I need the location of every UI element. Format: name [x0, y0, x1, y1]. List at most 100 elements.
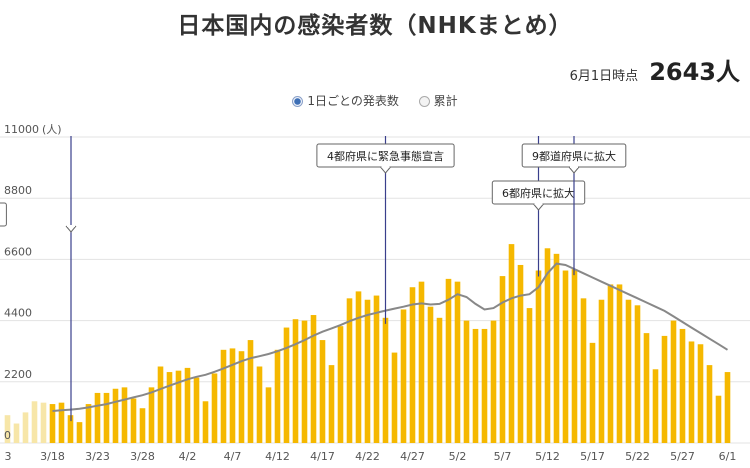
bar [670, 320, 677, 443]
bar [58, 402, 65, 443]
bar [607, 284, 614, 443]
bar [148, 387, 155, 443]
bar [103, 392, 110, 443]
view-toggle: 1日ごとの発表数 累計 [0, 92, 750, 109]
y-tick-label: 11000 [4, 123, 39, 136]
bar [274, 349, 281, 443]
x-tick-label: 5/2 [449, 450, 467, 463]
bar [337, 326, 344, 443]
x-tick-label-partial: 3 [5, 450, 12, 463]
bar [472, 328, 479, 443]
bar [499, 276, 506, 443]
bar [445, 278, 452, 443]
bar [292, 319, 299, 443]
x-tick-label: 4/12 [265, 450, 290, 463]
bar [580, 298, 587, 443]
annotation-pointer [380, 166, 391, 174]
bar [94, 392, 101, 443]
faded-bar [4, 415, 11, 443]
bar [238, 351, 245, 443]
faded-bar [22, 412, 29, 443]
as-of-summary: 6月1日時点 2643人 [570, 52, 740, 87]
x-tick-label: 3/18 [40, 450, 65, 463]
y-tick-label: 0 [4, 429, 11, 442]
daily-option-label: 1日ごとの発表数 [307, 94, 399, 108]
y-tick-label: 8800 [4, 184, 32, 197]
bar [706, 365, 713, 443]
y-tick-label: 2200 [4, 368, 32, 381]
bar [436, 317, 443, 443]
bar [616, 284, 623, 443]
bar [598, 299, 605, 443]
bar [544, 248, 551, 443]
bar [265, 387, 272, 443]
bar [373, 295, 380, 443]
bar [211, 373, 218, 443]
cumulative-option[interactable]: 累計 [418, 92, 458, 109]
bar [184, 367, 191, 443]
bar [121, 387, 128, 443]
x-tick-label: 4/22 [355, 450, 380, 463]
bar [175, 370, 182, 443]
x-tick-label: 3/23 [85, 450, 110, 463]
bar [454, 281, 461, 443]
bar [517, 264, 524, 443]
y-tick-label: 6600 [4, 245, 32, 258]
bar [508, 244, 515, 443]
bar [490, 320, 497, 443]
bar [76, 422, 83, 443]
bar [328, 365, 335, 443]
daily-option[interactable]: 1日ごとの発表数 [292, 92, 399, 109]
bar [715, 395, 722, 443]
annotation-pointer [65, 225, 77, 233]
x-tick-label: 5/27 [670, 450, 695, 463]
bar [553, 253, 560, 443]
bar [688, 341, 695, 443]
bar [157, 366, 164, 443]
y-tick-label: 4400 [4, 307, 32, 320]
bar [625, 299, 632, 443]
bar [112, 388, 119, 443]
cumulative-radio[interactable] [418, 96, 430, 107]
x-tick-label: 4/2 [179, 450, 197, 463]
bar [643, 333, 650, 443]
faded-bar [31, 401, 38, 443]
bar [409, 287, 416, 443]
bar [697, 344, 704, 443]
bar [391, 352, 398, 443]
bar [400, 309, 407, 443]
y-axis-unit: (人) [42, 123, 62, 136]
x-tick-label: 3/28 [130, 450, 155, 463]
bar [589, 342, 596, 443]
page-title: 日本国内の感染者数（NHKまとめ） [177, 13, 573, 39]
bar [481, 328, 488, 443]
annotation-pointer [568, 166, 580, 174]
bar [427, 306, 434, 443]
x-tick-label: 4/27 [400, 450, 425, 463]
faded-bar [13, 423, 20, 443]
bar [85, 404, 92, 443]
x-tick-label: 4/7 [224, 450, 242, 463]
bar [310, 315, 317, 443]
faded-bar [40, 402, 47, 443]
bar [724, 372, 731, 443]
bar [193, 377, 200, 443]
bar [526, 308, 533, 443]
annotation-label: 6都府県に拡大 [502, 186, 575, 200]
bar [139, 408, 146, 443]
bar [364, 299, 371, 443]
event-annotations: 1都3県を解除4都府県に緊急事態宣言6都府県に拡大9都道府県に拡大 [0, 136, 627, 422]
as-of-date: 6月1日時点 [569, 69, 639, 84]
average-line [52, 262, 729, 412]
bar [679, 328, 686, 443]
daily-radio[interactable] [292, 96, 304, 107]
x-tick-label: 5/22 [625, 450, 650, 463]
bar [652, 369, 659, 443]
bar [319, 340, 326, 443]
bar [382, 317, 389, 443]
bar [49, 404, 56, 443]
bar [256, 366, 263, 443]
x-tick-label: 6/1 [719, 450, 737, 463]
bar [202, 401, 209, 443]
